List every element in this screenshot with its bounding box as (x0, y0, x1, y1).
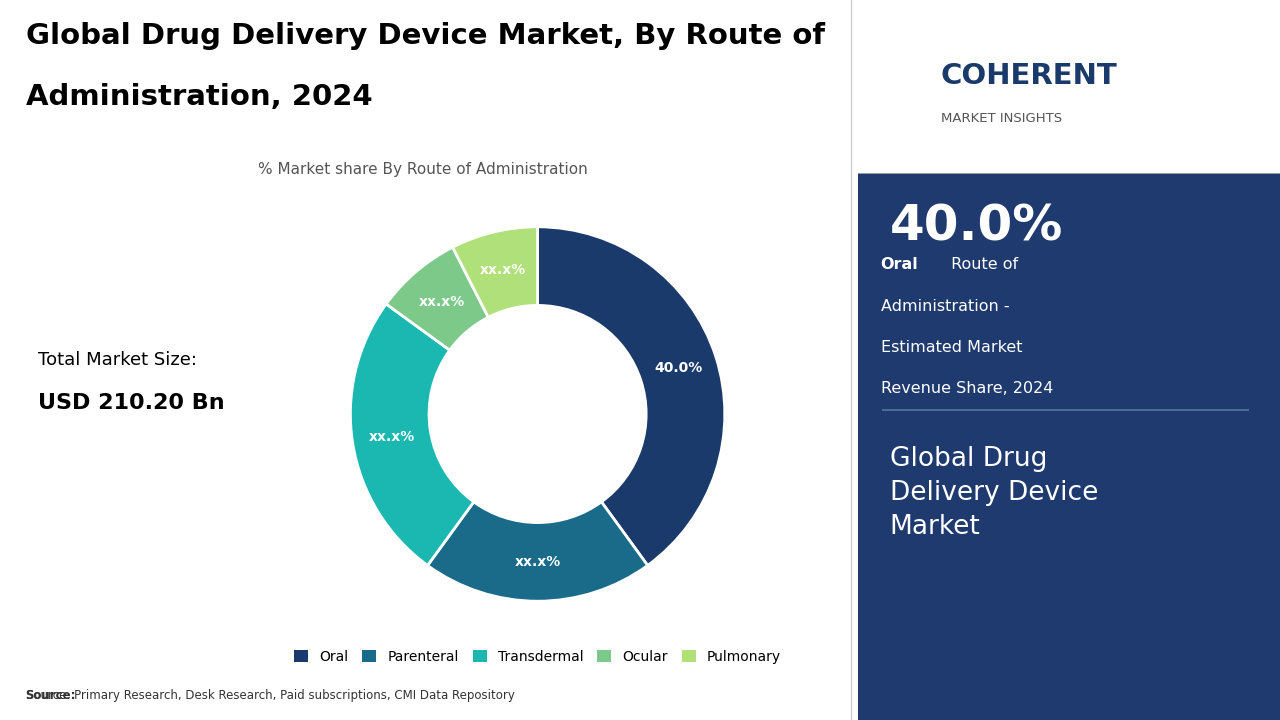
Circle shape (913, 37, 923, 55)
Text: xx.x%: xx.x% (369, 430, 415, 444)
Legend: Oral, Parenteral, Transdermal, Ocular, Pulmonary: Oral, Parenteral, Transdermal, Ocular, P… (289, 644, 786, 669)
Text: 40.0%: 40.0% (890, 203, 1062, 251)
Circle shape (913, 113, 923, 131)
Circle shape (869, 62, 879, 81)
Text: xx.x%: xx.x% (480, 264, 526, 277)
Circle shape (883, 88, 893, 106)
Wedge shape (453, 227, 538, 318)
Circle shape (869, 88, 879, 106)
Text: xx.x%: xx.x% (419, 294, 465, 309)
Text: Global Drug Delivery Device Market, By Route of: Global Drug Delivery Device Market, By R… (26, 22, 824, 50)
Text: Global Drug
Delivery Device
Market: Global Drug Delivery Device Market (890, 446, 1098, 541)
Circle shape (869, 37, 879, 55)
Text: USD 210.20 Bn: USD 210.20 Bn (38, 393, 225, 413)
Circle shape (899, 37, 909, 55)
Circle shape (883, 37, 893, 55)
Text: COHERENT: COHERENT (941, 62, 1117, 89)
Circle shape (899, 88, 909, 106)
Wedge shape (387, 247, 488, 350)
Wedge shape (538, 227, 724, 565)
Circle shape (883, 62, 893, 81)
Text: Estimated Market: Estimated Market (881, 340, 1023, 355)
Text: Oral: Oral (881, 258, 918, 272)
Wedge shape (351, 304, 474, 565)
Circle shape (899, 62, 909, 81)
Text: Administration, 2024: Administration, 2024 (26, 83, 372, 111)
Text: Revenue Share, 2024: Revenue Share, 2024 (881, 381, 1053, 396)
Circle shape (913, 62, 923, 81)
Circle shape (869, 113, 879, 131)
Circle shape (883, 113, 893, 131)
Text: % Market share By Route of Administration: % Market share By Route of Administratio… (257, 162, 588, 176)
Text: Source: Primary Research, Desk Research, Paid subscriptions, CMI Data Repository: Source: Primary Research, Desk Research,… (26, 689, 515, 702)
Wedge shape (428, 502, 648, 601)
Circle shape (913, 88, 923, 106)
Text: MARKET INSIGHTS: MARKET INSIGHTS (941, 112, 1062, 125)
Text: 40.0%: 40.0% (654, 361, 703, 375)
Circle shape (899, 113, 909, 131)
Text: Administration -: Administration - (881, 299, 1009, 314)
Text: Total Market Size:: Total Market Size: (38, 351, 197, 369)
Text: xx.x%: xx.x% (515, 555, 561, 569)
Text: Source:: Source: (26, 689, 76, 702)
Text: Route of: Route of (946, 258, 1018, 272)
